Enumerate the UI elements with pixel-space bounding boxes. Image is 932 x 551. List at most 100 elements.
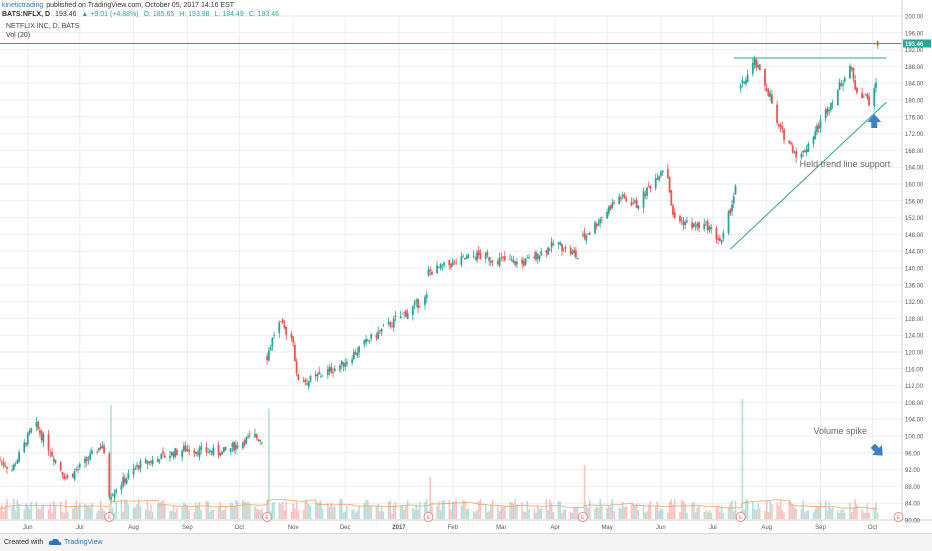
candle-body [741,80,744,84]
candle-body [328,367,331,372]
candle-body [63,475,66,479]
candle-body [856,87,858,93]
price-axis[interactable]: 80.00 84.00 88.00 92.00 96.00 100.00 104.00 108… [903,15,931,525]
time-tick-label: Aug [128,525,139,531]
volume-bar [85,505,88,519]
volume-bar [601,505,603,519]
trend-line[interactable] [729,101,887,250]
candle-body [793,152,796,153]
volume-bar [339,499,341,519]
candle-body [564,246,567,249]
created-with-text: Created with [4,539,44,546]
annotation-text[interactable]: Volume spike [814,426,868,436]
candle-body [450,263,452,268]
series-title[interactable]: NETFLIX INC, D, BATS [6,23,80,30]
low-value: L: 184.49 [214,11,244,18]
annotation-layer[interactable]: Held trend line support Volume spike [0,42,902,461]
candle-body [791,145,794,153]
price-change: ▲ +9.01 (+4.88%) [81,11,139,18]
candle-body [538,255,541,260]
candle-body [158,460,161,462]
earnings-marker[interactable] [262,512,273,522]
volume-bar [30,501,33,519]
candle-body [816,125,818,133]
candle-body [18,451,20,462]
candle-body [243,440,246,446]
volume-bar [394,501,397,519]
volume-bar [696,507,699,519]
author-link[interactable]: kinetictrading [2,2,44,9]
earnings-marker[interactable] [735,512,746,522]
candle-body [222,447,225,453]
earnings-marker[interactable] [577,512,588,522]
candle-body [61,472,64,476]
candle-body [516,261,518,265]
volume-bar [327,503,329,519]
earnings-marker[interactable] [893,512,904,522]
candle-body [103,445,105,454]
volume-bar [547,510,549,519]
volume-bar [533,508,536,519]
plot-area[interactable] [0,0,902,520]
candle-body [169,456,171,459]
time-tick-label: Jun [23,525,33,531]
candle-body [6,466,8,469]
time-axis[interactable]: Jun Jul Aug Sep Oct Nov Dec 2017 Feb Mar Apr May Jun… [23,512,904,532]
volume-bar [146,501,149,519]
volume-indicator-label[interactable]: Vol (20) [6,32,31,39]
volume-bar [212,509,215,519]
candle-body [378,330,381,331]
price-tick-label: 188.00 [905,65,924,71]
candle-body [436,265,439,274]
price-tick-label: 116.00 [905,367,924,373]
candle-body [465,256,468,259]
arrow-up-icon[interactable] [867,114,882,128]
volume-bar [137,499,140,519]
volume-bar [694,512,697,519]
price-chart[interactable]: Held trend line support Volume spike 80.0… [0,0,932,533]
candle-body [405,310,407,317]
volume-bar [599,498,601,519]
volume-bar [0,504,3,519]
price-tick-label: 140.00 [905,267,924,273]
volume-bar [746,499,749,519]
volume-bar [588,499,591,519]
candle-body [25,442,27,445]
earnings-marker-label: E [265,515,269,521]
volume-bar [424,502,426,519]
candle-body [99,447,102,449]
volume-bar [35,502,38,519]
tradingview-brand-link[interactable]: TradingView [64,539,103,546]
candle-body [706,221,709,231]
volume-bar [706,512,709,519]
annotation-text[interactable]: Held trend line support [800,159,891,169]
candle-body [743,81,746,83]
earnings-marker[interactable] [104,512,115,522]
candle-body [686,220,688,223]
price-tick-label: 152.00 [905,216,924,222]
candle-body [30,428,33,433]
candle-body [547,247,550,255]
candle-body [705,221,707,223]
candle-body [437,267,440,268]
volume-bar [127,504,130,519]
candle-body [861,92,864,99]
volume-bar [642,505,645,519]
earnings-marker[interactable] [423,512,434,522]
volume-bar [838,512,841,519]
symbol-label[interactable]: BATS:NFLX, D [2,11,51,18]
candle-body [512,259,515,264]
candle-body [474,257,477,259]
candle-body [451,261,454,266]
price-tick-label: 156.00 [905,199,924,205]
volume-bar [340,498,343,519]
volume-bar [634,505,636,519]
candle-body [330,366,333,373]
candle-body [427,269,430,276]
volume-bar [455,499,458,519]
volume-bar [842,508,844,519]
price-tick-label: 92.00 [905,468,921,474]
volume-bar [332,507,334,519]
price-tick-label: 180.00 [905,99,924,105]
arrow-down-right-icon[interactable] [868,441,888,461]
